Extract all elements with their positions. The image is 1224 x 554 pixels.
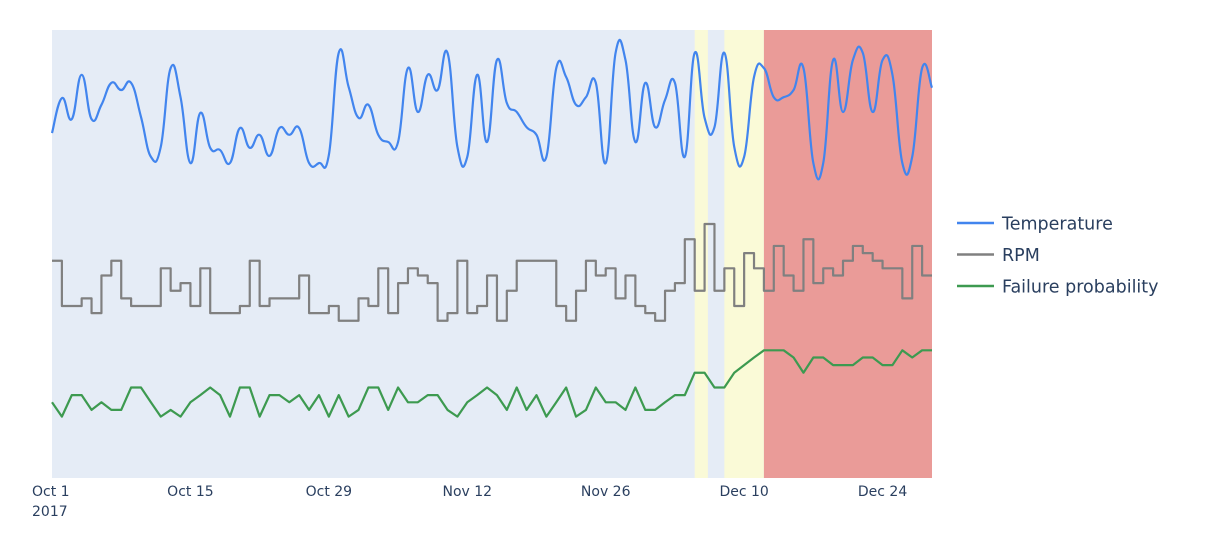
x-tick-label: Oct 29 xyxy=(306,484,352,500)
series-line-temperature xyxy=(50,38,934,181)
shaded-regions xyxy=(694,30,932,478)
shaded-region-0 xyxy=(694,30,708,478)
series-line-rpm xyxy=(52,222,932,322)
legend-label: RPM xyxy=(1002,246,1040,266)
legend-item-temperature[interactable]: Temperature xyxy=(957,215,1113,235)
series-line-failure-probability xyxy=(51,349,932,418)
legend-item-failure-probability[interactable]: Failure probability xyxy=(957,278,1159,298)
x-tick-label: Oct 15 xyxy=(167,484,213,500)
shaded-region-2 xyxy=(763,30,932,478)
x-tick-label: Nov 12 xyxy=(442,484,492,500)
x-tick-sublabel: 2017 xyxy=(32,504,68,520)
x-axis-ticks: Oct 1 2017 Oct 15 Oct 29 Nov 12 Nov 26 Dec 10 D… xyxy=(32,484,907,520)
x-tick-label: Oct 1 xyxy=(32,484,70,500)
series-lines xyxy=(50,38,934,418)
x-tick-label: Dec 10 xyxy=(719,484,768,500)
legend-label: Failure probability xyxy=(1002,278,1159,298)
legend[interactable]: Temperature RPM Failure probability xyxy=(957,215,1159,298)
x-tick-label: Nov 26 xyxy=(581,484,631,500)
x-tick-label: Dec 24 xyxy=(858,484,907,500)
legend-item-rpm[interactable]: RPM xyxy=(957,246,1040,266)
legend-label: Temperature xyxy=(1001,215,1113,235)
